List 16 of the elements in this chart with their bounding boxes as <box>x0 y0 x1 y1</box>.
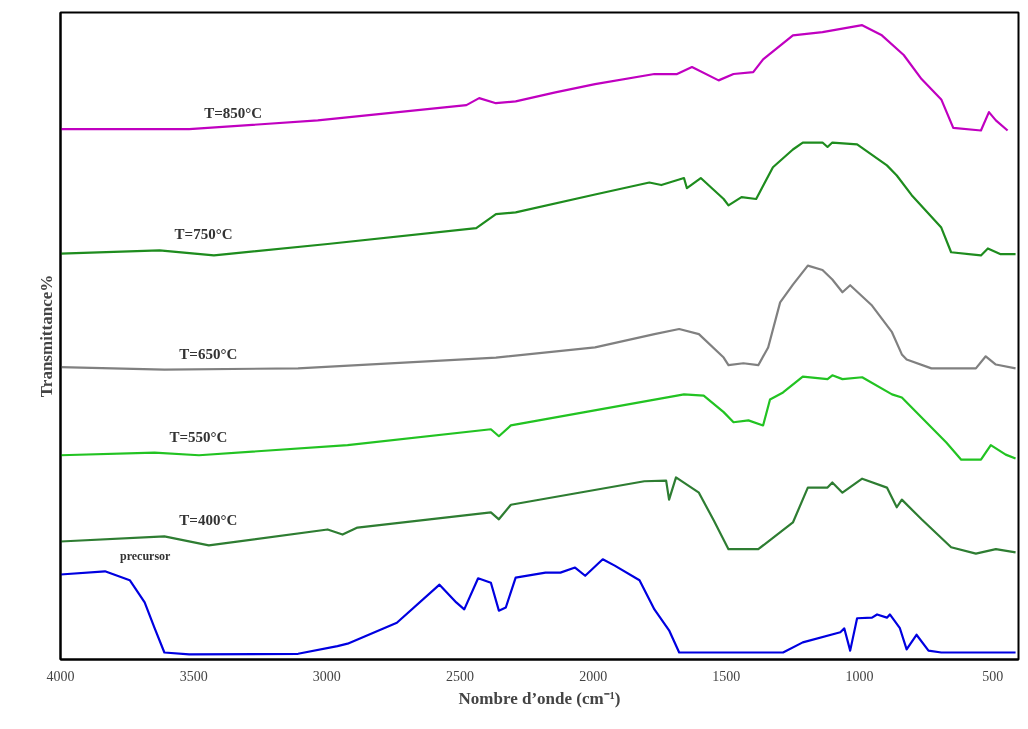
x-tick-label: 2500 <box>446 668 474 684</box>
x-tick-label: 3500 <box>179 668 208 684</box>
y-axis-title: Transmittance% <box>36 274 56 398</box>
series-label: T=400°C <box>179 512 238 529</box>
x-axis-title: Nombre d’onde (cm⁻¹) <box>458 688 621 708</box>
x-tick-label: 500 <box>982 668 1004 684</box>
x-tick-label: 2000 <box>579 668 608 684</box>
x-tick-label: 4000 <box>46 668 75 684</box>
series-label: T=650°C <box>179 345 238 362</box>
x-tick-label: 1500 <box>712 668 741 684</box>
series-label: T=850°C <box>204 105 263 122</box>
series-label: T=750°C <box>174 226 233 243</box>
series-label: precursor <box>119 549 172 564</box>
series-label: T=550°C <box>169 428 228 445</box>
x-tick-label: 3000 <box>312 668 341 684</box>
x-tick-label: 1000 <box>845 668 874 684</box>
